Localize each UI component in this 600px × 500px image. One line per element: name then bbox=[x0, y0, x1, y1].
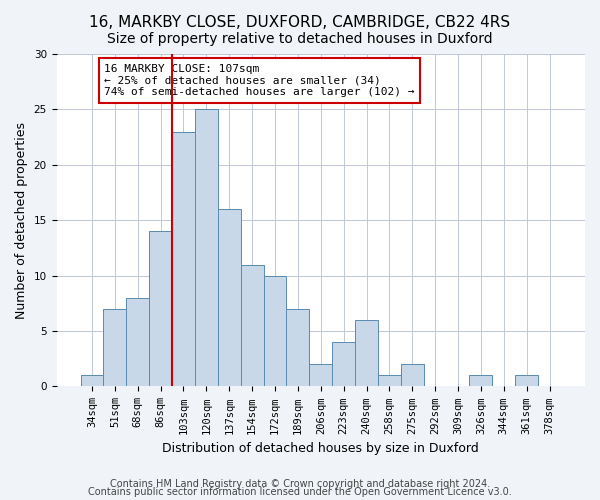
Bar bbox=[469, 376, 493, 386]
Y-axis label: Number of detached properties: Number of detached properties bbox=[15, 122, 28, 318]
Bar bbox=[263, 276, 286, 386]
Text: 16, MARKBY CLOSE, DUXFORD, CAMBRIDGE, CB22 4RS: 16, MARKBY CLOSE, DUXFORD, CAMBRIDGE, CB… bbox=[89, 15, 511, 30]
Bar bbox=[241, 264, 263, 386]
Bar bbox=[149, 232, 172, 386]
Bar bbox=[172, 132, 195, 386]
Bar bbox=[310, 364, 332, 386]
Text: Contains public sector information licensed under the Open Government Licence v3: Contains public sector information licen… bbox=[88, 487, 512, 497]
Bar bbox=[515, 376, 538, 386]
Bar bbox=[80, 376, 103, 386]
Text: Contains HM Land Registry data © Crown copyright and database right 2024.: Contains HM Land Registry data © Crown c… bbox=[110, 479, 490, 489]
Bar bbox=[286, 309, 310, 386]
Bar bbox=[195, 110, 218, 386]
Bar bbox=[218, 209, 241, 386]
Bar bbox=[332, 342, 355, 386]
Text: 16 MARKBY CLOSE: 107sqm
← 25% of detached houses are smaller (34)
74% of semi-de: 16 MARKBY CLOSE: 107sqm ← 25% of detache… bbox=[104, 64, 415, 97]
Bar bbox=[355, 320, 378, 386]
Bar bbox=[103, 309, 127, 386]
Bar bbox=[401, 364, 424, 386]
X-axis label: Distribution of detached houses by size in Duxford: Distribution of detached houses by size … bbox=[163, 442, 479, 455]
Bar bbox=[378, 376, 401, 386]
Bar bbox=[127, 298, 149, 386]
Text: Size of property relative to detached houses in Duxford: Size of property relative to detached ho… bbox=[107, 32, 493, 46]
